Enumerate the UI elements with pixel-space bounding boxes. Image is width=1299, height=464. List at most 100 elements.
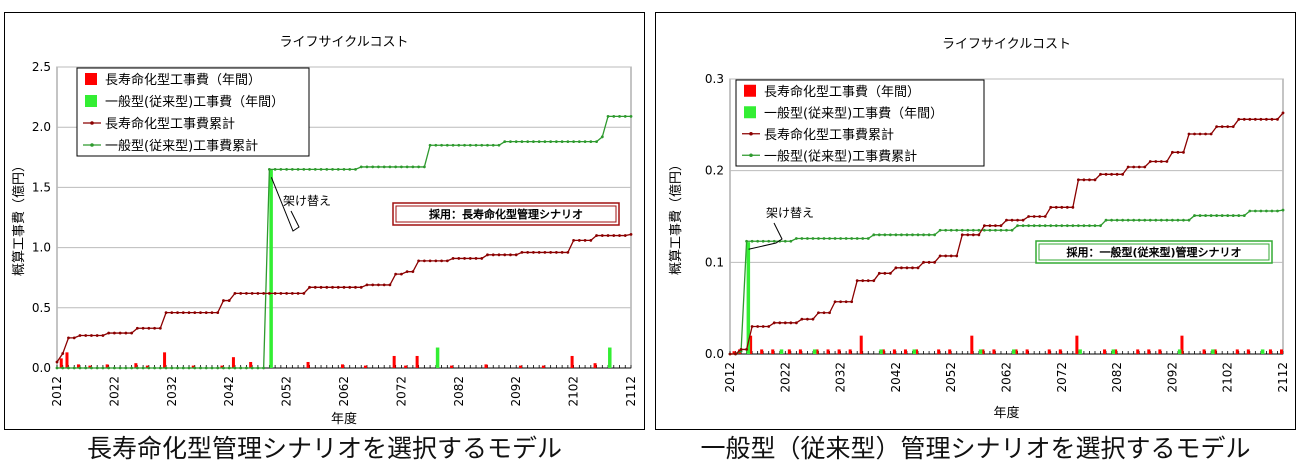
bar-long-life — [105, 364, 109, 368]
cumulative-long-life-marker — [1132, 165, 1136, 169]
cumulative-conventional-marker — [623, 114, 627, 118]
cumulative-long-life-marker — [1071, 205, 1075, 209]
bar-long-life — [798, 349, 802, 354]
bar-long-life — [191, 365, 195, 368]
cumulative-long-life-marker — [811, 317, 815, 321]
annotation-pointer — [270, 177, 300, 232]
cumulative-conventional-marker — [1126, 218, 1130, 222]
cumulative-long-life-marker — [187, 311, 191, 315]
cumulative-long-life-marker — [734, 352, 737, 356]
cumulative-long-life-marker — [789, 321, 793, 325]
cumulative-long-life-marker — [514, 253, 518, 257]
cumulative-conventional-marker — [794, 237, 798, 240]
cumulative-long-life-marker — [388, 283, 392, 287]
cumulative-long-life-marker — [526, 251, 530, 254]
cumulative-long-life-marker — [520, 251, 524, 254]
cumulative-long-life-marker — [382, 283, 386, 287]
cumulative-conventional-marker — [1088, 224, 1091, 228]
x-tick-label: 2092 — [1165, 362, 1179, 393]
cumulative-conventional-marker — [90, 366, 93, 370]
y-tick-label: 2.0 — [32, 120, 51, 134]
bar-long-life — [859, 335, 863, 354]
bar-long-life — [341, 364, 344, 368]
cumulative-long-life-marker — [1088, 178, 1091, 182]
cumulative-conventional-marker — [866, 237, 870, 240]
cumulative-conventional-marker — [1132, 218, 1136, 222]
cumulative-conventional-marker — [279, 167, 283, 171]
cumulative-long-life-marker — [422, 259, 426, 263]
cumulative-conventional-marker — [285, 167, 288, 171]
x-tick-label: 2062 — [337, 376, 351, 407]
cumulative-long-life-marker — [861, 279, 865, 283]
chart-title: ライフサイクルコスト — [942, 37, 1071, 52]
legend-label: 一般型(従来型)工事費累計 — [105, 138, 258, 154]
cumulative-conventional-marker — [457, 143, 461, 147]
bar-conventional — [746, 242, 751, 354]
cumulative-long-life-marker — [1005, 218, 1008, 222]
cumulative-conventional-marker — [428, 143, 432, 147]
cumulative-conventional-marker — [325, 167, 329, 171]
cumulative-long-life-marker — [806, 317, 809, 321]
cumulative-long-life-marker — [101, 334, 105, 337]
bar-long-life — [518, 365, 522, 368]
bar-long-life — [1213, 349, 1217, 354]
x-tick-label: 2052 — [280, 376, 294, 407]
bar-long-life — [450, 365, 454, 368]
cumulative-conventional-marker — [1276, 209, 1279, 213]
cumulative-long-life-marker — [927, 260, 931, 264]
cumulative-long-life-marker — [866, 279, 870, 283]
cumulative-long-life-marker — [1187, 132, 1191, 136]
bar-long-life — [76, 364, 80, 368]
cumulative-long-life-marker — [371, 283, 375, 287]
cumulative-conventional-marker — [434, 143, 438, 147]
cumulative-conventional-marker — [130, 366, 134, 370]
cumulative-conventional-marker — [1065, 224, 1069, 228]
chart-panel-left: ライフサイクルコスト 0.0 0.5 1.0 1.5 2.0 2.5 2012 2022 2032… — [4, 12, 645, 430]
cumulative-conventional-marker — [894, 233, 898, 237]
cumulative-conventional-marker — [250, 366, 254, 370]
cumulative-conventional-marker — [1187, 218, 1191, 222]
cumulative-long-life-marker — [250, 291, 254, 295]
cumulative-long-life-marker — [844, 300, 848, 304]
cumulative-long-life-marker — [262, 291, 266, 295]
cumulative-conventional-marker — [566, 140, 570, 144]
cumulative-long-life-marker — [313, 285, 317, 289]
bar-long-life — [1075, 335, 1079, 354]
legend-label: 長寿命化型工事費累計 — [764, 127, 894, 143]
cumulative-long-life-marker — [78, 334, 82, 337]
cumulative-long-life-marker — [828, 311, 831, 315]
cumulative-conventional-marker — [141, 366, 145, 370]
bar-long-life — [837, 349, 841, 354]
cumulative-conventional-marker — [971, 228, 975, 232]
cumulative-long-life-marker — [537, 251, 541, 254]
bar-long-life — [1103, 349, 1107, 354]
cumulative-long-life-marker — [95, 334, 99, 337]
cumulative-long-life-marker — [855, 279, 859, 283]
legend-swatch-marker — [90, 143, 94, 147]
cumulative-long-life-marker — [560, 251, 564, 254]
cumulative-conventional-marker — [1193, 214, 1196, 217]
cumulative-conventional-marker — [84, 366, 88, 370]
cumulative-conventional-marker — [78, 366, 82, 370]
bar-long-life — [570, 355, 574, 368]
cumulative-long-life-marker — [434, 259, 438, 263]
x-tick-label: 2052 — [944, 362, 958, 393]
cumulative-long-life-marker — [1209, 132, 1213, 136]
legend-swatch-long-bar — [85, 73, 97, 85]
y-axis-title: 概算工事費（億円） — [668, 158, 684, 275]
cumulative-long-life-marker — [783, 321, 787, 325]
cumulative-long-life-marker — [210, 311, 214, 315]
legend-box — [76, 67, 310, 157]
cumulative-long-life-marker — [1027, 215, 1031, 218]
cumulative-long-life-marker — [445, 259, 449, 263]
annotation-label: 架け替え — [283, 194, 331, 208]
cumulative-conventional-marker — [1281, 208, 1285, 212]
cumulative-conventional-marker — [1121, 218, 1125, 222]
cumulative-conventional-marker — [193, 366, 197, 370]
cumulative-conventional-marker — [497, 143, 501, 147]
cumulative-long-life-marker — [1276, 117, 1279, 121]
x-tick-label: 2072 — [1055, 362, 1069, 393]
cumulative-conventional-marker — [371, 165, 375, 169]
cumulative-long-life-marker — [325, 285, 329, 289]
cumulative-conventional-marker — [999, 228, 1003, 232]
